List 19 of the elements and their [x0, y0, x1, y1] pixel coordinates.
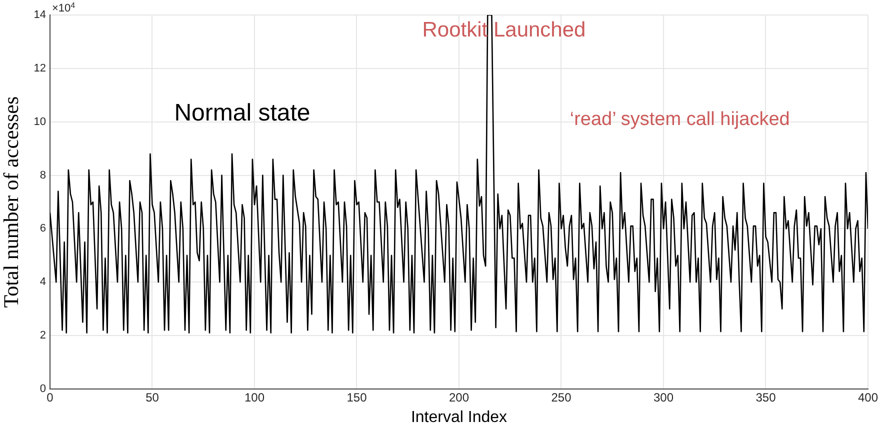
y-tick-label: 8 [40, 169, 46, 182]
y-tick-label: 2 [40, 330, 46, 342]
y-tick-label: 4 [40, 276, 46, 288]
annotation: Normal state [174, 100, 310, 127]
x-tick-label: 250 [551, 390, 572, 405]
x-tick-label: 350 [756, 390, 776, 405]
x-tick-label: 150 [346, 390, 368, 405]
x-tick-label: 50 [146, 390, 160, 405]
y-tick-label: 10 [34, 116, 46, 128]
x-tick-label: 200 [448, 390, 470, 405]
y-tick-label: 12 [34, 62, 46, 74]
x-tick-label: 100 [244, 390, 265, 405]
y-tick-label: 14 [34, 9, 46, 22]
x-tick-label: 400 [858, 390, 878, 405]
x-axis-title: Interval Index [410, 408, 508, 426]
y-tick-label: 6 [40, 222, 46, 235]
annotation: ‘read’ system call hijacked [570, 108, 790, 130]
y-axis-title: Total number of accesses [0, 96, 24, 308]
x-tick-label: 300 [653, 390, 674, 405]
